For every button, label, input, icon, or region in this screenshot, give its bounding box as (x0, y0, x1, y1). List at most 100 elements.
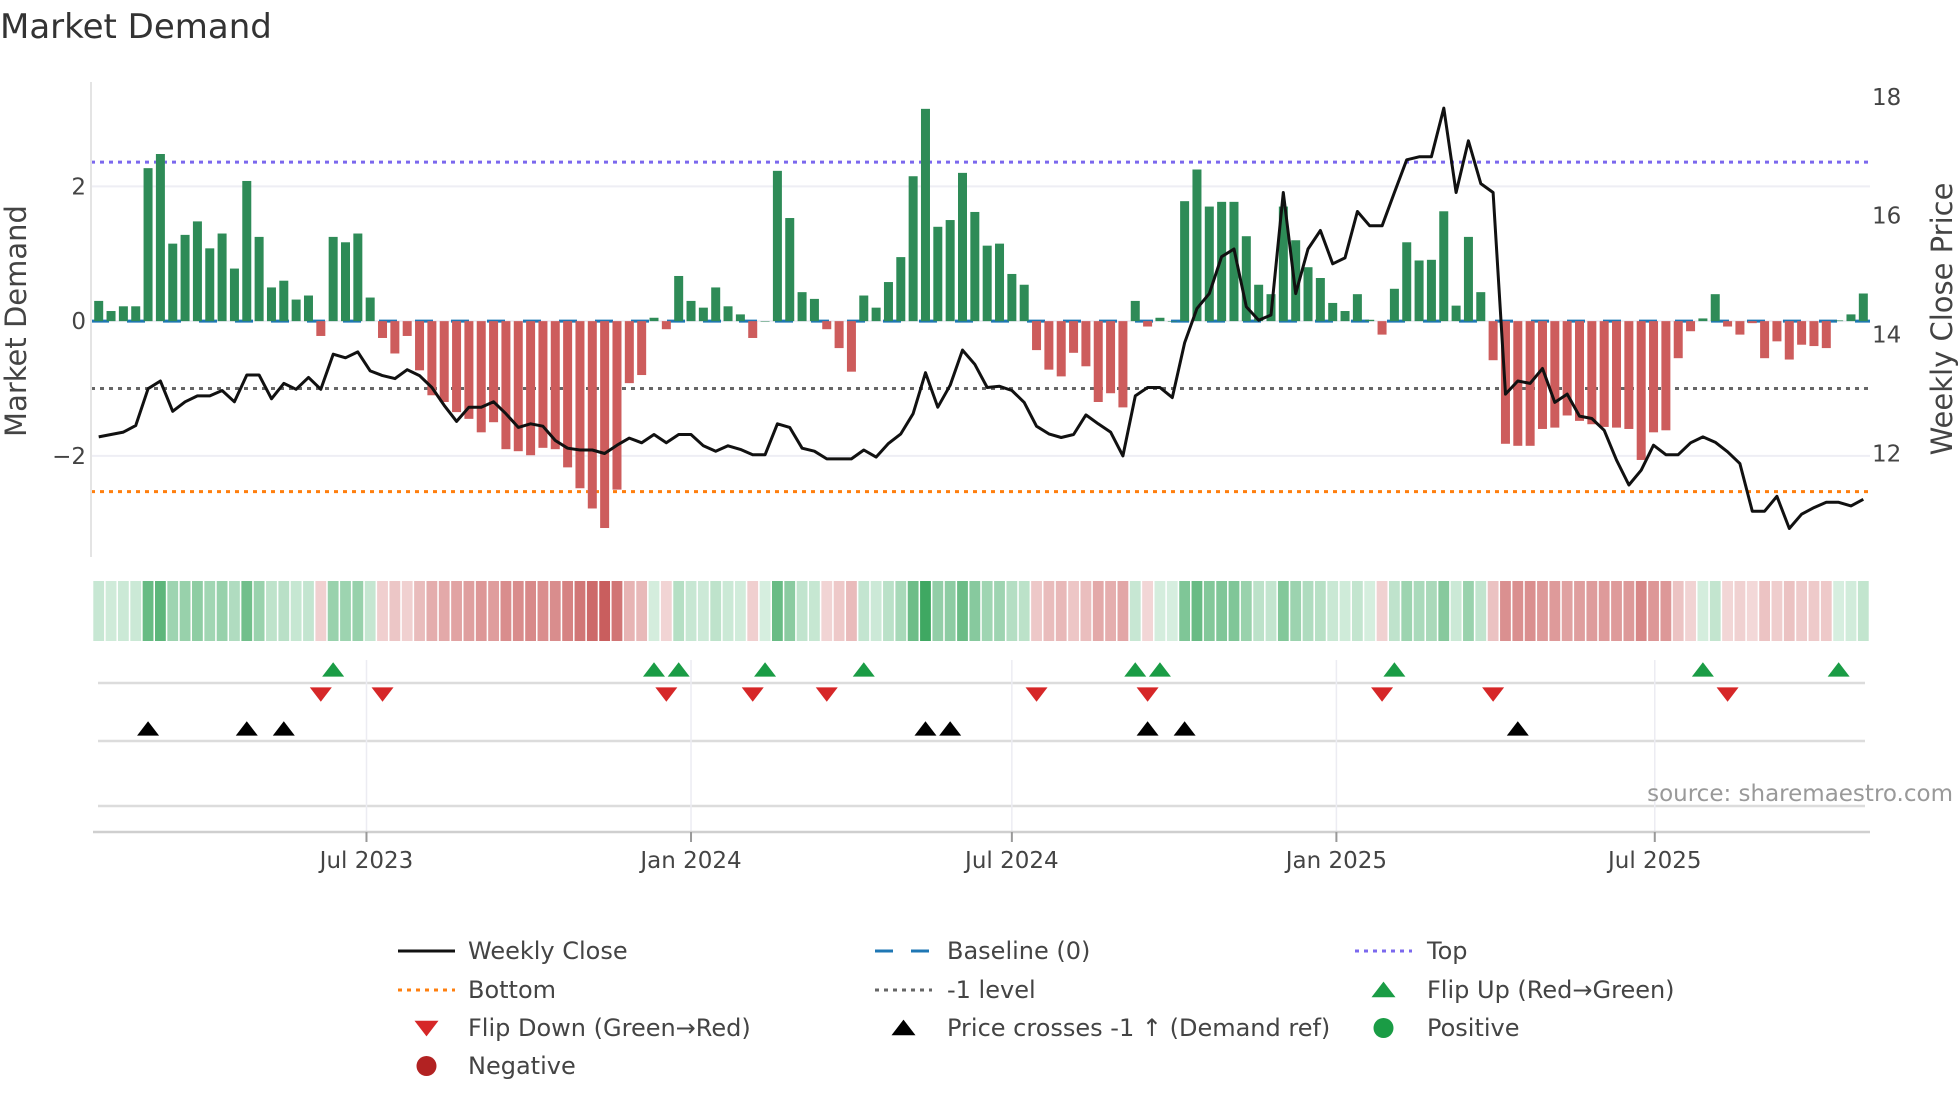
strip-cell (1080, 581, 1092, 641)
strip-cell (1833, 581, 1845, 641)
demand-bar (920, 108, 930, 322)
demand-bar (1254, 284, 1264, 322)
demand-bar (1834, 320, 1844, 322)
flip-down-marker (309, 687, 332, 702)
strip-cell (1389, 581, 1400, 641)
demand-bar (637, 321, 647, 376)
strip-cell (1586, 581, 1598, 641)
demand-bar (168, 243, 178, 322)
demand-bar (1414, 260, 1424, 322)
demand-bar (1686, 321, 1696, 332)
strip-cell (1672, 581, 1684, 641)
demand-bar (1784, 321, 1794, 360)
demand-bar (1044, 321, 1054, 370)
demand-bar (1513, 321, 1523, 446)
legend-negative-dot-icon (416, 1056, 437, 1076)
strip-cell (352, 581, 364, 641)
legend-label: Bottom (468, 976, 556, 1004)
demand-bar (1143, 321, 1153, 327)
legend-label: Negative (468, 1052, 576, 1080)
demand-bar (1167, 321, 1177, 322)
strip-cell (895, 581, 907, 641)
demand-bar (1649, 321, 1659, 433)
strip-cell (1463, 581, 1474, 641)
strip-cell (1129, 581, 1141, 641)
strip-cell (1783, 581, 1795, 641)
strip-cell (586, 581, 598, 641)
strip-cell (290, 581, 302, 641)
strip-cell (636, 581, 648, 641)
x-tick-label: Jul 2024 (963, 848, 1059, 874)
strip-cell (1709, 581, 1721, 641)
strip-cell (907, 581, 919, 641)
price-cross-marker (1136, 721, 1159, 736)
strip-cell (1364, 581, 1376, 641)
demand-bar (1315, 278, 1325, 322)
strip-cell (1549, 581, 1561, 641)
demand-bar (1797, 321, 1807, 345)
demand-bar (229, 268, 239, 322)
demand-bar (1698, 318, 1708, 322)
strip-cell (1524, 581, 1536, 641)
demand-bar (94, 300, 104, 322)
flip-down-marker (1482, 687, 1505, 702)
y2-tick-label: 16 (1872, 204, 1901, 230)
strip-cell (772, 581, 783, 641)
strip-cell (130, 581, 142, 641)
demand-bar (1661, 321, 1671, 431)
strip-cell (1031, 581, 1042, 641)
demand-bar (1846, 314, 1856, 322)
strip-cell (1043, 581, 1055, 641)
strip-cell (1611, 581, 1622, 641)
demand-bar (1463, 236, 1473, 322)
legend-label: Weekly Close (468, 937, 628, 965)
legend-price-cross-icon (891, 1019, 916, 1036)
demand-bar (180, 234, 190, 322)
strip-cell (957, 581, 968, 641)
demand-bar (291, 299, 301, 322)
demand-bar (945, 220, 955, 322)
price-cross-marker (1173, 721, 1196, 736)
flip-down-marker (1136, 687, 1159, 702)
demand-bar (464, 321, 474, 419)
demand-bar (1673, 321, 1683, 359)
demand-bar (785, 218, 795, 322)
strip-cell (623, 581, 635, 641)
demand-bar (1007, 273, 1017, 322)
flip-up-marker (322, 662, 345, 677)
demand-bar (661, 321, 671, 330)
demand-bar (587, 321, 597, 509)
flip-up-marker (1148, 662, 1171, 677)
price-cross-marker (914, 721, 937, 736)
demand-bar (1106, 321, 1116, 394)
flip-down-marker (741, 687, 764, 702)
demand-bar (316, 321, 326, 336)
demand-bar (686, 300, 696, 322)
demand-bar (526, 321, 536, 456)
demand-bar (859, 295, 869, 322)
event-markers (137, 662, 1850, 736)
demand-bar (883, 282, 893, 322)
demand-bar (1735, 321, 1745, 335)
y2-tick-label: 14 (1872, 323, 1901, 349)
flip-down-marker (1025, 687, 1048, 702)
strip-cell (216, 581, 228, 641)
strip-cell (1771, 581, 1783, 641)
source-note: source: sharemaestro.com (1647, 781, 1953, 807)
strip-cell (1203, 581, 1215, 641)
demand-bar (933, 226, 943, 322)
demand-bar (1809, 321, 1819, 347)
strip-cell (241, 581, 253, 641)
strip-cell (722, 581, 734, 641)
demand-bar (1291, 240, 1301, 322)
strip-cell (155, 581, 166, 641)
weekly-close-line (98, 106, 1865, 530)
demand-bar (575, 321, 585, 489)
demand-bar (118, 306, 128, 322)
demand-bar (1303, 267, 1313, 322)
demand-bar (982, 245, 992, 322)
demand-bar (1587, 321, 1597, 425)
price-cross-marker (1506, 721, 1529, 736)
demand-bar (1217, 201, 1227, 322)
